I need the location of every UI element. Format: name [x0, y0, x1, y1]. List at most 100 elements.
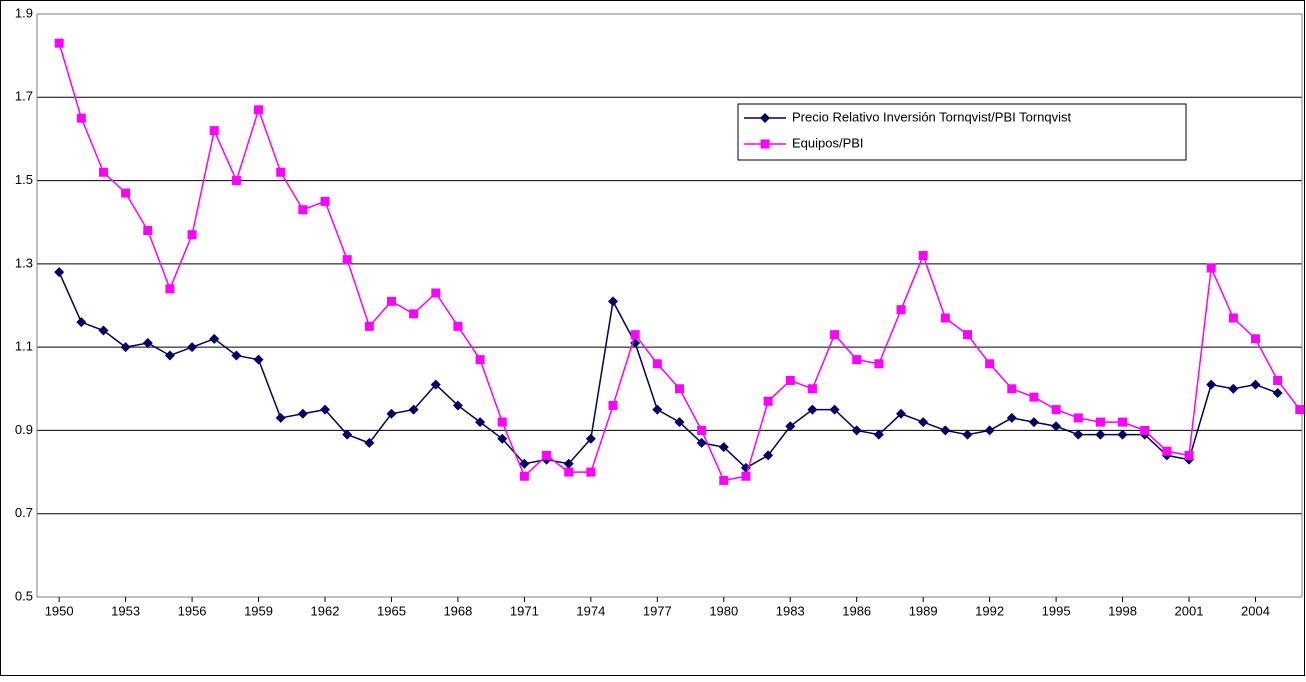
marker — [962, 330, 972, 340]
y-tick-label: 0.5 — [15, 588, 33, 603]
marker — [874, 359, 884, 369]
marker — [830, 330, 840, 340]
y-tick-label: 1.5 — [15, 172, 33, 187]
marker — [1162, 446, 1172, 456]
marker — [386, 408, 397, 419]
marker — [760, 139, 770, 149]
marker — [475, 417, 486, 428]
x-tick-label: 1977 — [643, 603, 672, 618]
marker — [342, 429, 353, 440]
marker — [1206, 263, 1216, 273]
marker — [430, 379, 441, 390]
marker — [542, 450, 552, 460]
plot-border — [36, 13, 1303, 598]
marker — [674, 384, 684, 394]
marker — [1051, 421, 1062, 432]
marker — [807, 384, 817, 394]
marker — [342, 255, 352, 265]
marker — [1184, 450, 1194, 460]
marker — [298, 205, 308, 215]
marker — [652, 404, 663, 415]
marker — [1273, 375, 1283, 385]
marker — [1028, 417, 1039, 428]
x-tick-label: 1965 — [377, 603, 406, 618]
marker — [760, 113, 770, 123]
legend-label: Equipos/PBI — [792, 135, 864, 150]
marker — [76, 317, 87, 328]
marker — [697, 425, 707, 435]
marker — [652, 359, 662, 369]
y-tick-label: 0.9 — [15, 422, 33, 437]
marker — [785, 421, 796, 432]
x-tick-label: 1959 — [244, 603, 273, 618]
marker — [852, 355, 862, 365]
x-tick-label: 2004 — [1241, 603, 1270, 618]
marker — [585, 433, 596, 444]
x-tick-label: 1956 — [178, 603, 207, 618]
marker — [940, 425, 951, 436]
marker — [896, 305, 906, 315]
marker — [187, 342, 198, 353]
marker — [209, 126, 219, 136]
marker — [1117, 429, 1128, 440]
marker — [1073, 429, 1084, 440]
marker — [785, 375, 795, 385]
marker — [121, 188, 131, 198]
x-tick-label: 1980 — [709, 603, 738, 618]
marker — [1250, 334, 1260, 344]
x-tick-label: 1974 — [576, 603, 605, 618]
y-tick-label: 1.3 — [15, 255, 33, 270]
marker — [497, 433, 508, 444]
marker — [1006, 412, 1017, 423]
marker — [98, 167, 108, 177]
marker — [940, 313, 950, 323]
x-tick-label: 1953 — [111, 603, 140, 618]
marker — [187, 230, 197, 240]
marker — [741, 471, 751, 481]
marker — [1007, 384, 1017, 394]
marker — [54, 38, 64, 48]
marker — [1118, 417, 1128, 427]
marker — [1051, 405, 1061, 415]
marker — [1095, 417, 1105, 427]
marker — [564, 467, 574, 477]
marker — [165, 284, 175, 294]
marker — [962, 429, 973, 440]
marker — [608, 296, 619, 307]
marker — [142, 337, 153, 348]
marker — [985, 359, 995, 369]
marker — [76, 113, 86, 123]
marker — [1206, 379, 1217, 390]
marker — [320, 196, 330, 206]
marker — [297, 408, 308, 419]
marker — [98, 325, 109, 336]
marker — [896, 408, 907, 419]
marker — [54, 267, 65, 278]
marker — [320, 404, 331, 415]
marker — [386, 296, 396, 306]
x-tick-label: 1962 — [311, 603, 340, 618]
marker — [1073, 413, 1083, 423]
x-tick-label: 1995 — [1042, 603, 1071, 618]
marker — [1029, 392, 1039, 402]
marker — [563, 458, 574, 469]
marker — [364, 437, 375, 448]
marker — [807, 404, 818, 415]
marker — [453, 321, 463, 331]
x-tick-label: 1992 — [975, 603, 1004, 618]
marker — [851, 425, 862, 436]
marker — [431, 288, 441, 298]
marker — [608, 400, 618, 410]
marker — [918, 251, 928, 261]
y-tick-label: 1.7 — [15, 89, 33, 104]
marker — [1272, 387, 1283, 398]
marker — [519, 471, 529, 481]
marker — [231, 176, 241, 186]
marker — [873, 429, 884, 440]
y-tick-label: 1.9 — [15, 5, 33, 20]
marker — [164, 350, 175, 361]
marker — [1095, 429, 1106, 440]
